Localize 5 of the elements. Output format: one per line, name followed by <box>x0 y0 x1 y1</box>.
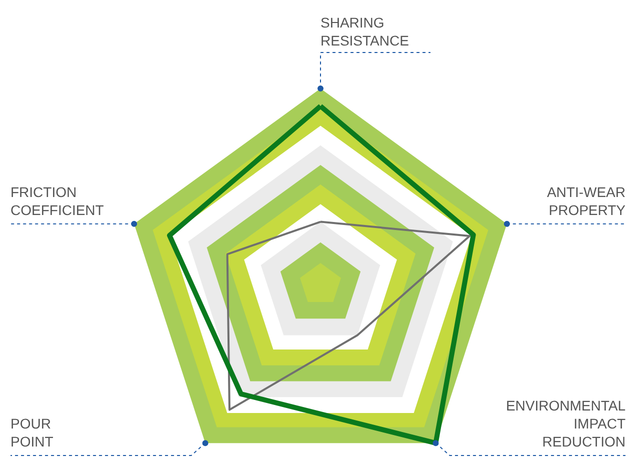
spoke-label: POUR POINT <box>10 416 54 450</box>
spoke-label: ANTI-WEAR PROPERTY <box>546 184 626 218</box>
spoke-label: SHARING RESISTANCE <box>320 14 409 48</box>
spoke-label: FRICTION COEFFICIENT <box>10 184 104 218</box>
spoke-label: ENVIRONMENTAL IMPACT REDUCTION <box>506 398 626 450</box>
